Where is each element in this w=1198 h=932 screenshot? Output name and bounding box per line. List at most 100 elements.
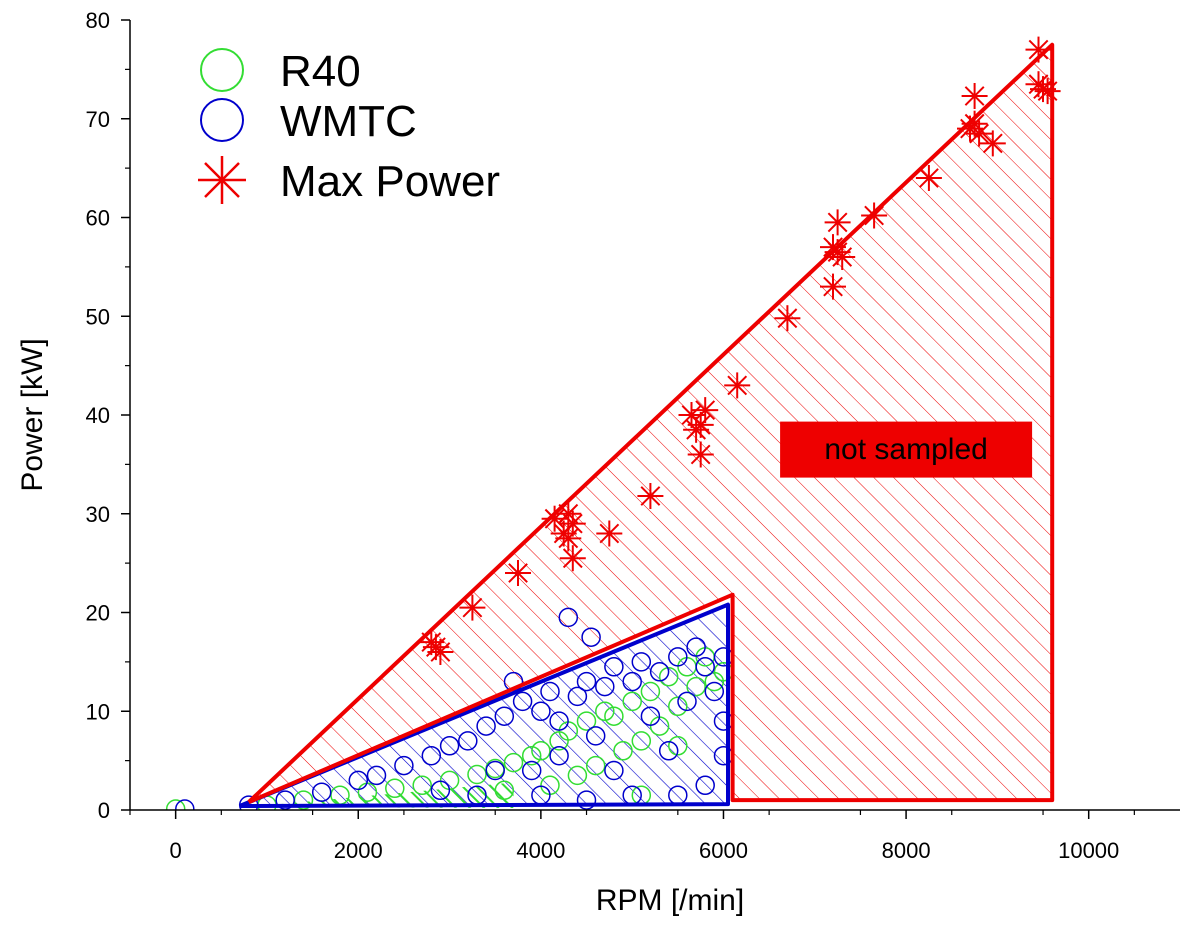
series-wmtc <box>175 607 734 810</box>
legend-r40-marker <box>200 48 244 92</box>
x-axis-title: RPM [/min] <box>596 884 744 917</box>
max-power-point <box>505 560 531 586</box>
wmtc-point <box>430 780 451 801</box>
max-power-point <box>555 525 582 552</box>
wmtc-point <box>512 691 533 712</box>
wmtc-point <box>366 765 387 786</box>
max-power-point <box>915 165 942 191</box>
y-tick-label: 50 <box>86 304 110 329</box>
wmtc-point <box>695 775 715 796</box>
wmtc-point <box>576 790 597 810</box>
wmtc-point <box>549 745 569 766</box>
wmtc-point <box>604 657 624 677</box>
wmtc-point <box>421 745 442 766</box>
r40-point <box>531 741 551 761</box>
wmtc-point <box>485 760 505 781</box>
wmtc-point <box>567 686 588 707</box>
r40-point <box>640 681 661 702</box>
y-tick-label: 70 <box>86 107 110 132</box>
wmtc-point <box>585 726 606 746</box>
r40-point <box>613 741 633 761</box>
wmtc-point <box>604 760 624 781</box>
max-power-envelope-outline <box>247 42 1055 804</box>
legend-max-power-marker <box>198 156 246 204</box>
legend-label: WMTC <box>280 97 417 146</box>
r40-point <box>622 691 642 712</box>
plot-area <box>165 36 1061 810</box>
max-power-point <box>961 110 988 137</box>
max-power-point <box>966 120 993 147</box>
y-tick-label: 20 <box>86 601 110 626</box>
y-tick-label: 60 <box>86 206 110 231</box>
max-power-point <box>427 639 454 665</box>
max-power-point <box>596 520 623 547</box>
wmtc-point <box>531 701 551 722</box>
x-tick-label: 6000 <box>699 838 748 863</box>
annotation-box <box>780 421 1033 478</box>
y-tick-label: 10 <box>86 699 110 724</box>
x-tick-label: 4000 <box>516 838 565 863</box>
r40-point <box>585 755 606 776</box>
max-power-point <box>861 202 888 229</box>
r40-point <box>412 775 432 796</box>
y-tick-label: 80 <box>86 8 110 33</box>
wmtc-point <box>581 627 601 647</box>
max-power-point <box>1025 71 1052 98</box>
r40-point <box>668 736 688 756</box>
wmtc-point <box>649 662 670 682</box>
wmtc-point <box>677 691 697 712</box>
r40-point <box>631 731 652 751</box>
wmtc-point <box>576 671 597 692</box>
legend-wmtc-marker <box>200 98 244 142</box>
max-power-point <box>1034 78 1061 105</box>
r40-point <box>521 745 542 766</box>
r40-point <box>494 780 515 801</box>
r40-point <box>595 701 615 722</box>
y-tick-label: 0 <box>98 798 110 823</box>
wmtc-point <box>521 760 542 781</box>
r40-point <box>668 696 688 717</box>
max-power-point <box>961 83 988 109</box>
max-power-point <box>724 372 751 399</box>
wmtc-point <box>695 657 715 677</box>
wmtc-point <box>558 607 579 628</box>
x-tick-label: 0 <box>170 838 182 863</box>
wmtc-point <box>640 706 661 726</box>
max-power-point <box>555 500 582 527</box>
series-max-power <box>418 36 1061 665</box>
legend-label: Max Power <box>280 157 500 206</box>
y-tick-label: 30 <box>86 502 110 527</box>
r40-point <box>567 765 588 786</box>
y-axis-title: Power [kW] <box>16 338 49 491</box>
axes: 0 2000 4000 6000 8000 10000 0 10 20 30 40 50 60 70 80 <box>86 8 1180 863</box>
r40-point <box>165 799 186 810</box>
wmtc-point <box>439 736 460 756</box>
max-power-point <box>459 594 486 621</box>
wmtc-point <box>686 637 706 657</box>
max-power-point <box>824 239 851 266</box>
r40-point <box>658 666 679 687</box>
x-tick-label: 8000 <box>882 838 931 863</box>
max-power-point <box>774 305 801 332</box>
wmtc-point <box>668 647 688 667</box>
wmtc-point <box>595 676 615 697</box>
wmtc-envelope-outline <box>238 602 730 808</box>
max-power-point <box>687 411 714 438</box>
max-power-point <box>559 545 586 572</box>
wmtc-point <box>476 716 496 736</box>
wmtc-point <box>549 711 569 731</box>
max-power-point <box>979 130 1006 157</box>
wmtc-point <box>658 741 679 761</box>
max-power-point <box>1025 36 1052 63</box>
wmtc-point <box>275 790 295 810</box>
wmtc-point <box>311 782 332 802</box>
y-tick-label: 40 <box>86 403 110 428</box>
envelope-outlines <box>238 42 1055 808</box>
wmtc-point <box>540 681 560 702</box>
r40-point <box>604 706 624 726</box>
r40-point <box>576 711 597 731</box>
wmtc-point <box>394 755 414 776</box>
r40-point <box>385 778 405 799</box>
